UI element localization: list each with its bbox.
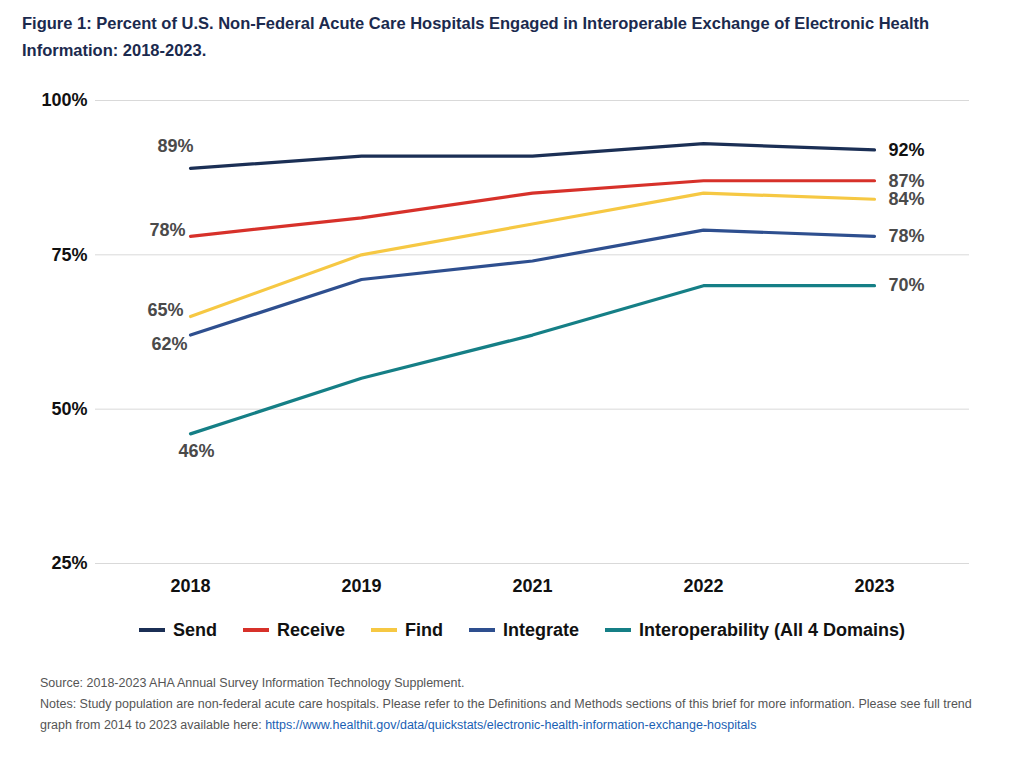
html-text:Notes: Study population are no: Notes: Study population are non-federal … [40, 697, 972, 732]
html-text:Source: 2018-2023 AHA Annual S: Source: 2018-2023 AHA Annual Survey Info… [40, 676, 465, 690]
svg-text:50%: 50% [51, 399, 87, 419]
html-text:Figure 1: Percent of U.S. Non-: Figure 1: Percent of U.S. Non-Federal Ac… [22, 14, 930, 59]
svg-text:2021: 2021 [512, 576, 552, 596]
svg-text:100%: 100% [41, 90, 87, 110]
svg-text:2019: 2019 [341, 576, 381, 596]
svg-text:89%: 89% [157, 136, 193, 156]
svg-text:62%: 62% [151, 334, 187, 354]
html-text:Integrate: Integrate [503, 619, 579, 640]
svg-text:70%: 70% [889, 275, 925, 295]
html-text:Find: Find [405, 619, 443, 640]
svg-text:2018: 2018 [170, 576, 210, 596]
html-text:Send: Send [172, 619, 217, 640]
svg-text:2022: 2022 [683, 576, 723, 596]
svg-text:87%: 87% [889, 171, 925, 191]
html-text:Receive: Receive [276, 619, 345, 640]
svg-text:84%: 84% [889, 189, 925, 209]
svg-text:75%: 75% [51, 245, 87, 265]
svg-text:78%: 78% [149, 220, 185, 240]
svg-text:78%: 78% [889, 226, 925, 246]
svg-text:92%: 92% [889, 140, 925, 160]
html-text:Interoperability (All 4 Domain: Interoperability (All 4 Domains) [639, 619, 906, 640]
svg-text:65%: 65% [147, 300, 183, 320]
svg-text:46%: 46% [178, 441, 214, 461]
svg-text:2023: 2023 [854, 576, 894, 596]
svg-text:25%: 25% [51, 553, 87, 573]
